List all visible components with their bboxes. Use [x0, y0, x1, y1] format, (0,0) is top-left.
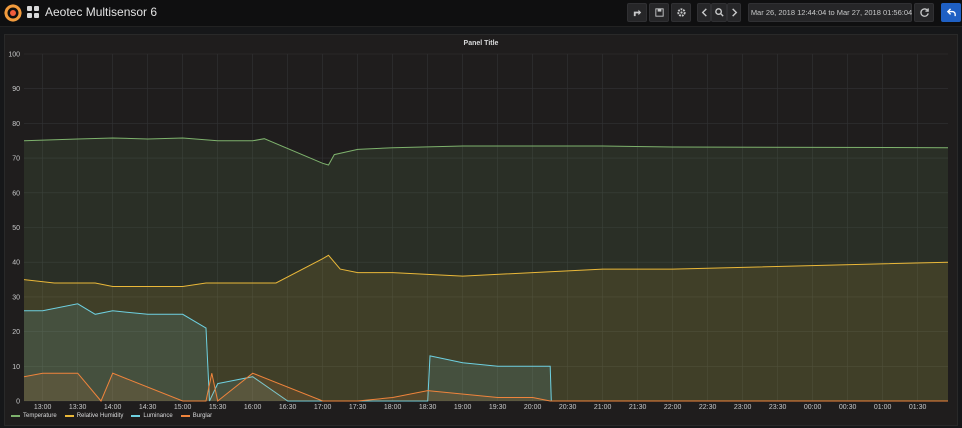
dashboards-grid-icon[interactable]	[27, 6, 40, 19]
legend-label: Relative Humidity	[76, 413, 124, 419]
share-button[interactable]	[627, 3, 647, 22]
x-tick-label: 19:30	[489, 404, 507, 411]
x-tick-label: 17:30	[349, 404, 367, 411]
y-tick-label: 10	[12, 364, 20, 371]
legend-item[interactable]: Burglar	[180, 413, 213, 419]
series-area-luminance	[24, 303, 948, 401]
series-area-relative-humidity	[24, 255, 948, 401]
series-line-burglar	[23, 372, 948, 402]
back-arrow-icon	[946, 8, 956, 17]
x-tick-label: 21:30	[629, 404, 647, 411]
share-icon	[633, 9, 641, 17]
legend-label: Luminance	[143, 413, 173, 419]
y-tick-label: 70	[12, 156, 20, 163]
series-area-burglar	[24, 373, 948, 401]
x-tick-label: 23:30	[769, 404, 787, 411]
back-button[interactable]	[941, 3, 961, 22]
x-tick-label: 20:00	[524, 404, 542, 411]
x-tick-label: 14:00	[104, 404, 122, 411]
settings-gear-icon	[676, 8, 686, 17]
x-tick-label: 22:00	[664, 404, 682, 411]
x-tick-label: 00:00	[804, 404, 822, 411]
x-tick-label: 00:30	[839, 404, 857, 411]
x-tick-label: 19:00	[454, 404, 472, 411]
legend-label: Temperature	[23, 413, 57, 419]
legend-item[interactable]: Luminance	[131, 413, 173, 419]
x-tick-label: 13:30	[69, 404, 87, 411]
zoom-out-icon	[714, 8, 724, 17]
x-tick-label: 15:30	[209, 404, 227, 411]
refresh-button[interactable]	[914, 3, 934, 22]
series-line-temperature	[23, 137, 949, 166]
y-tick-label: 60	[12, 190, 20, 197]
time-forward-button[interactable]	[727, 3, 741, 22]
x-tick-label: 17:00	[314, 404, 332, 411]
x-tick-label: 15:00	[174, 404, 192, 411]
x-tick-label: 18:00	[384, 404, 402, 411]
legend-swatch	[131, 415, 141, 417]
x-tick-label: 13:00	[34, 404, 52, 411]
y-tick-label: 80	[12, 121, 20, 128]
time-forward-icon	[731, 8, 737, 17]
legend-swatch	[11, 415, 20, 417]
y-tick-label: 40	[12, 260, 20, 267]
y-tick-label: 0	[16, 399, 20, 406]
x-tick-label: 21:00	[594, 404, 612, 411]
chart-legend: Temperature Relative Humidity Luminance Bur…	[11, 413, 212, 419]
y-tick-label: 90	[12, 86, 20, 93]
grafana-logo-icon[interactable]	[3, 3, 23, 23]
legend-label: Burglar	[192, 413, 213, 419]
dashboard-title[interactable]: Aeotec Multisensor 6	[45, 5, 158, 19]
time-back-button[interactable]	[697, 3, 711, 22]
refresh-icon	[919, 8, 929, 17]
legend-item[interactable]: Relative Humidity	[64, 413, 124, 419]
y-tick-label: 50	[12, 225, 20, 232]
series-area-temperature	[24, 138, 948, 401]
time-back-icon	[701, 8, 707, 17]
x-tick-label: 16:30	[279, 404, 297, 411]
time-range-picker[interactable]: Mar 26, 2018 12:44:04 to Mar 27, 2018 01…	[748, 3, 912, 22]
x-tick-label: 01:30	[909, 404, 927, 411]
y-tick-label: 100	[8, 52, 20, 59]
x-tick-label: 18:30	[419, 404, 437, 411]
y-tick-label: 30	[12, 294, 20, 301]
graph-panel: Panel Title	[4, 34, 958, 426]
save-icon	[654, 8, 664, 17]
x-tick-label: 14:30	[139, 404, 157, 411]
series-line-luminance	[24, 303, 948, 402]
x-tick-label: 01:00	[874, 404, 892, 411]
x-tick-label: 23:00	[734, 404, 752, 411]
series-line-relative-humidity	[23, 254, 949, 287]
settings-button[interactable]	[671, 3, 691, 22]
top-navbar: Aeotec Multisensor 6 Mar 26, 2018 12:44:…	[0, 0, 962, 27]
legend-swatch	[180, 415, 190, 417]
legend-swatch	[64, 415, 74, 417]
panel-title[interactable]: Panel Title	[463, 40, 499, 47]
x-tick-label: 22:30	[699, 404, 717, 411]
time-range-label: Mar 26, 2018 12:44:04 to Mar 27, 2018 01…	[750, 8, 913, 17]
y-tick-label: 20	[12, 329, 20, 336]
legend-item[interactable]: Temperature	[11, 413, 57, 419]
x-tick-label: 16:00	[244, 404, 262, 411]
save-button[interactable]	[649, 3, 669, 22]
x-tick-label: 20:30	[559, 404, 577, 411]
zoom-out-button[interactable]	[711, 3, 727, 22]
